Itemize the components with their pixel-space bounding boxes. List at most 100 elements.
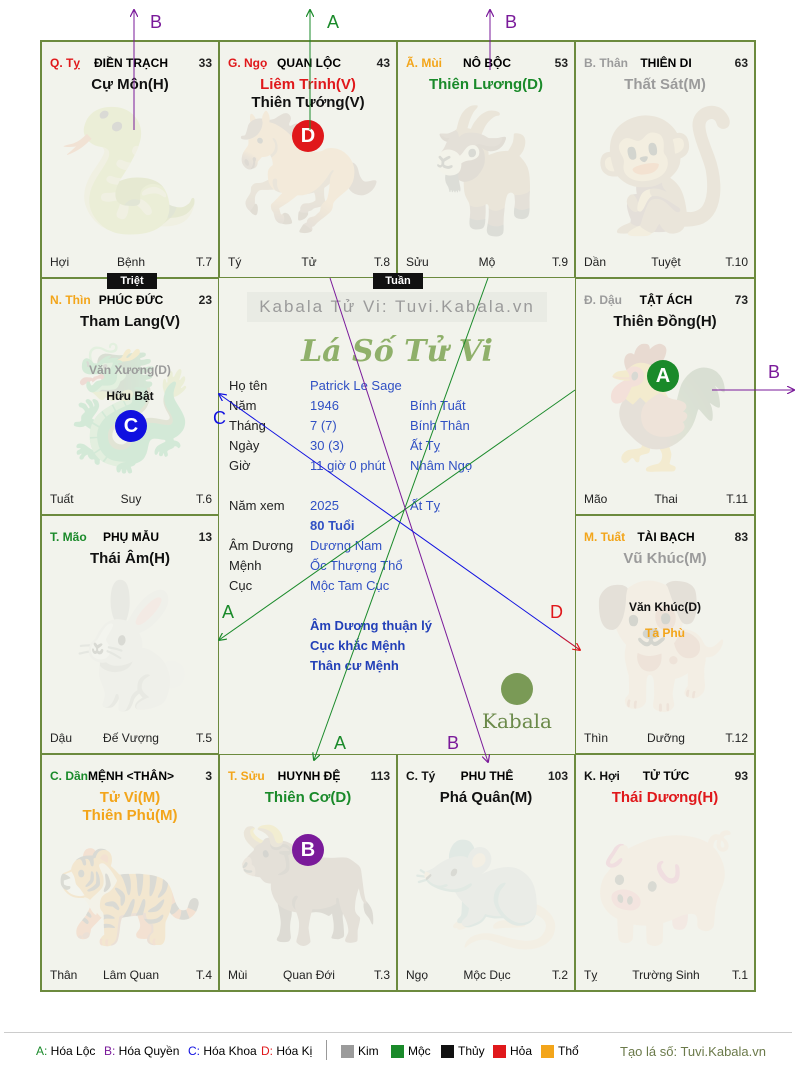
footer-stage: Trường Sinh <box>632 968 700 982</box>
palace-dan[interactable]: 🐅 C. Dần MỆNH <THÂN> 3 Tử Vi(M) Thiên Phủ(M) T… <box>41 754 219 991</box>
info-label: Âm Dương <box>229 538 294 553</box>
rabbit-icon: 🐇 <box>55 579 205 714</box>
palace-can-chi: M. Tuất <box>584 530 626 544</box>
color-swatch-icon <box>391 1045 404 1059</box>
footer-branch: Dậu <box>50 731 73 745</box>
legend-element-label: Kim <box>358 1044 379 1058</box>
footer-age-range: T.10 <box>725 255 748 269</box>
info-value: 7 (7) <box>310 418 337 433</box>
info-label: Ngày <box>229 438 260 453</box>
palace-mao[interactable]: 🐇 T. Mão PHỤ MẪU 13 Thái Âm(H) Dậu Đế Vượng T.5 <box>41 515 219 754</box>
legend-element-label: Thổ <box>558 1044 579 1058</box>
palace-name: TẬT ÁCH <box>639 293 693 307</box>
palace-can-chi: C. Dần <box>50 769 89 783</box>
main-star: Thái Âm(H) <box>90 550 170 567</box>
palace-tuat[interactable]: 🐕 M. Tuất TÀI BẠCH 83 Vũ Khúc(M) Văn Khúc(D) T… <box>575 515 755 754</box>
arrow-label-d: D <box>550 602 563 622</box>
legend-element-item: Hỏa <box>493 1044 532 1059</box>
palace-hoi[interactable]: 🐖 K. Hợi TỬ TỨC 93 Thái Dương(H) Tỵ Trường Sin… <box>575 754 755 991</box>
palace-name: TÀI BẠCH <box>637 530 695 544</box>
info-value: 2025 <box>310 498 339 513</box>
legend-hoa-item: C: Hóa Khoa <box>188 1044 257 1058</box>
chart-note: Thân cư Mệnh <box>310 658 399 673</box>
arrow-label-b-2: B <box>505 12 518 32</box>
legend: A: Hóa Lộc B: Hóa Quyền C: Hóa Khoa D: Hóa … <box>36 1040 766 1064</box>
legend-element-item: Mộc <box>391 1044 431 1059</box>
rat-icon: 🐀 <box>411 817 561 952</box>
palace-can-chi: K. Hợi <box>584 769 620 783</box>
info-label: Năm <box>229 398 257 413</box>
legend-hoa-item: A: Hóa Lộc <box>36 1044 95 1058</box>
legend-separator <box>326 1040 327 1060</box>
center-panel: Kabala Tử Vi: Tuvi.Kabala.vn Lá Số Tử Vi… <box>219 278 575 754</box>
legend-credit[interactable]: Tạo lá số: Tuvi.Kabala.vn <box>620 1044 766 1059</box>
footer-stage: Mộ <box>478 255 496 269</box>
info-row: Âm Dương Dương Nam <box>229 538 569 556</box>
palace-age: 23 <box>198 293 212 307</box>
tuan-tag: Tuần <box>373 273 423 289</box>
legend-divider <box>4 1032 792 1033</box>
info-can-chi: Ất Tỵ <box>410 438 441 453</box>
footer-stage: Lâm Quan <box>102 968 160 982</box>
palace-ty[interactable]: 🐍 Q. Tỵ ĐIỀN TRẠCH 33 Cự Môn(H) Hợi Bệnh T.7 <box>41 41 219 278</box>
info-can-chi: Nhâm Ngọ <box>410 458 473 473</box>
palace-ngo[interactable]: 🐎 G. Ngọ QUAN LỘC 43 Liêm Trinh(V) Thiên Tướn… <box>219 41 397 278</box>
main-star: Vũ Khúc(M) <box>623 550 707 567</box>
legend-key: B: <box>104 1044 116 1058</box>
legend-label: Hóa Khoa <box>200 1044 257 1058</box>
kabala-brand: Kabala <box>477 673 557 733</box>
main-star: Tham Lang(V) <box>80 313 180 330</box>
main-star: Thiên Lương(D) <box>428 76 543 93</box>
info-row: Tháng 7 (7) Bính Thân <box>229 418 569 436</box>
info-label: Giờ <box>229 458 251 473</box>
minor-star: Tả Phù <box>644 626 685 640</box>
footer-stage: Suy <box>120 492 142 506</box>
footer-age-range: T.3 <box>373 968 390 982</box>
palace-can-chi: C. Tý <box>406 769 436 783</box>
info-value: 80 Tuổi <box>310 518 355 533</box>
legend-element-label: Mộc <box>408 1044 431 1058</box>
main-star: Thất Sát(M) <box>624 76 706 93</box>
info-value: 11 giờ 0 phút <box>310 458 386 473</box>
info-label: Năm xem <box>229 498 285 513</box>
footer-stage: Dưỡng <box>647 731 685 745</box>
palace-mui[interactable]: 🐐 Ã. Mùi NÔ BỘC 53 Thiên Lương(D) Sửu Mộ T.9 <box>397 41 575 278</box>
footer-stage: Tuyệt <box>651 255 681 269</box>
color-swatch-icon <box>541 1045 554 1059</box>
arrow-label-a-1: A <box>327 12 340 32</box>
footer-age-range: T.2 <box>551 968 568 982</box>
palace-name: TỬ TỨC <box>642 769 690 783</box>
footer-stage: Mộc Dục <box>463 968 511 982</box>
footer-stage: Thai <box>654 492 678 506</box>
info-value: Dương Nam <box>310 538 383 553</box>
main-star: Thiên Đồng(H) <box>613 313 717 330</box>
palace-age: 53 <box>554 56 568 70</box>
info-label: Mệnh <box>229 558 262 573</box>
main-star: Cự Môn(H) <box>91 76 169 93</box>
palace-tyrat[interactable]: 🐀 C. Tý PHU THÊ 103 Phá Quân(M) Ngọ Mộc Dục T.2 <box>397 754 575 991</box>
footer-branch: Mùi <box>228 968 248 982</box>
footer-branch: Tỵ <box>584 968 598 982</box>
palace-age: 63 <box>734 56 748 70</box>
legend-element-item: Thổ <box>541 1044 579 1059</box>
legend-element-item: Kim <box>341 1044 379 1059</box>
footer-branch: Sửu <box>406 255 429 269</box>
footer-age-range: T.12 <box>725 731 748 745</box>
triet-tag: Triệt <box>107 273 157 289</box>
footer-age-range: T.4 <box>195 968 212 982</box>
palace-age: 93 <box>734 769 748 783</box>
palace-name: THIÊN DI <box>640 56 692 70</box>
goat-icon: 🐐 <box>411 104 561 239</box>
legend-hoa-item: B: Hóa Quyền <box>104 1044 179 1058</box>
info-can-chi: Bính Thân <box>410 418 470 433</box>
palace-dau[interactable]: 🐓 Đ. Dậu TẬT ÁCH 73 Thiên Đồng(H) Mão Thai T.11 <box>575 278 755 515</box>
palace-than[interactable]: 🐒 B. Thân THIÊN DI 63 Thất Sát(M) Dần Tuyệt T.1… <box>575 41 755 278</box>
palace-age: 43 <box>376 56 390 70</box>
footer-branch: Ngọ <box>406 968 429 982</box>
footer-stage: Quan Đới <box>283 968 335 982</box>
palace-thin[interactable]: 🐉 N. Thìn PHÚC ĐỨC 23 Tham Lang(V) Văn Xương(… <box>41 278 219 515</box>
palace-name: ĐIỀN TRẠCH <box>94 56 168 70</box>
palace-age: 83 <box>734 530 748 544</box>
palace-suu[interactable]: 🐂 T. Sửu HUYNH ĐỆ 113 Thiên Cơ(D) Mùi Quan Đới… <box>219 754 397 991</box>
